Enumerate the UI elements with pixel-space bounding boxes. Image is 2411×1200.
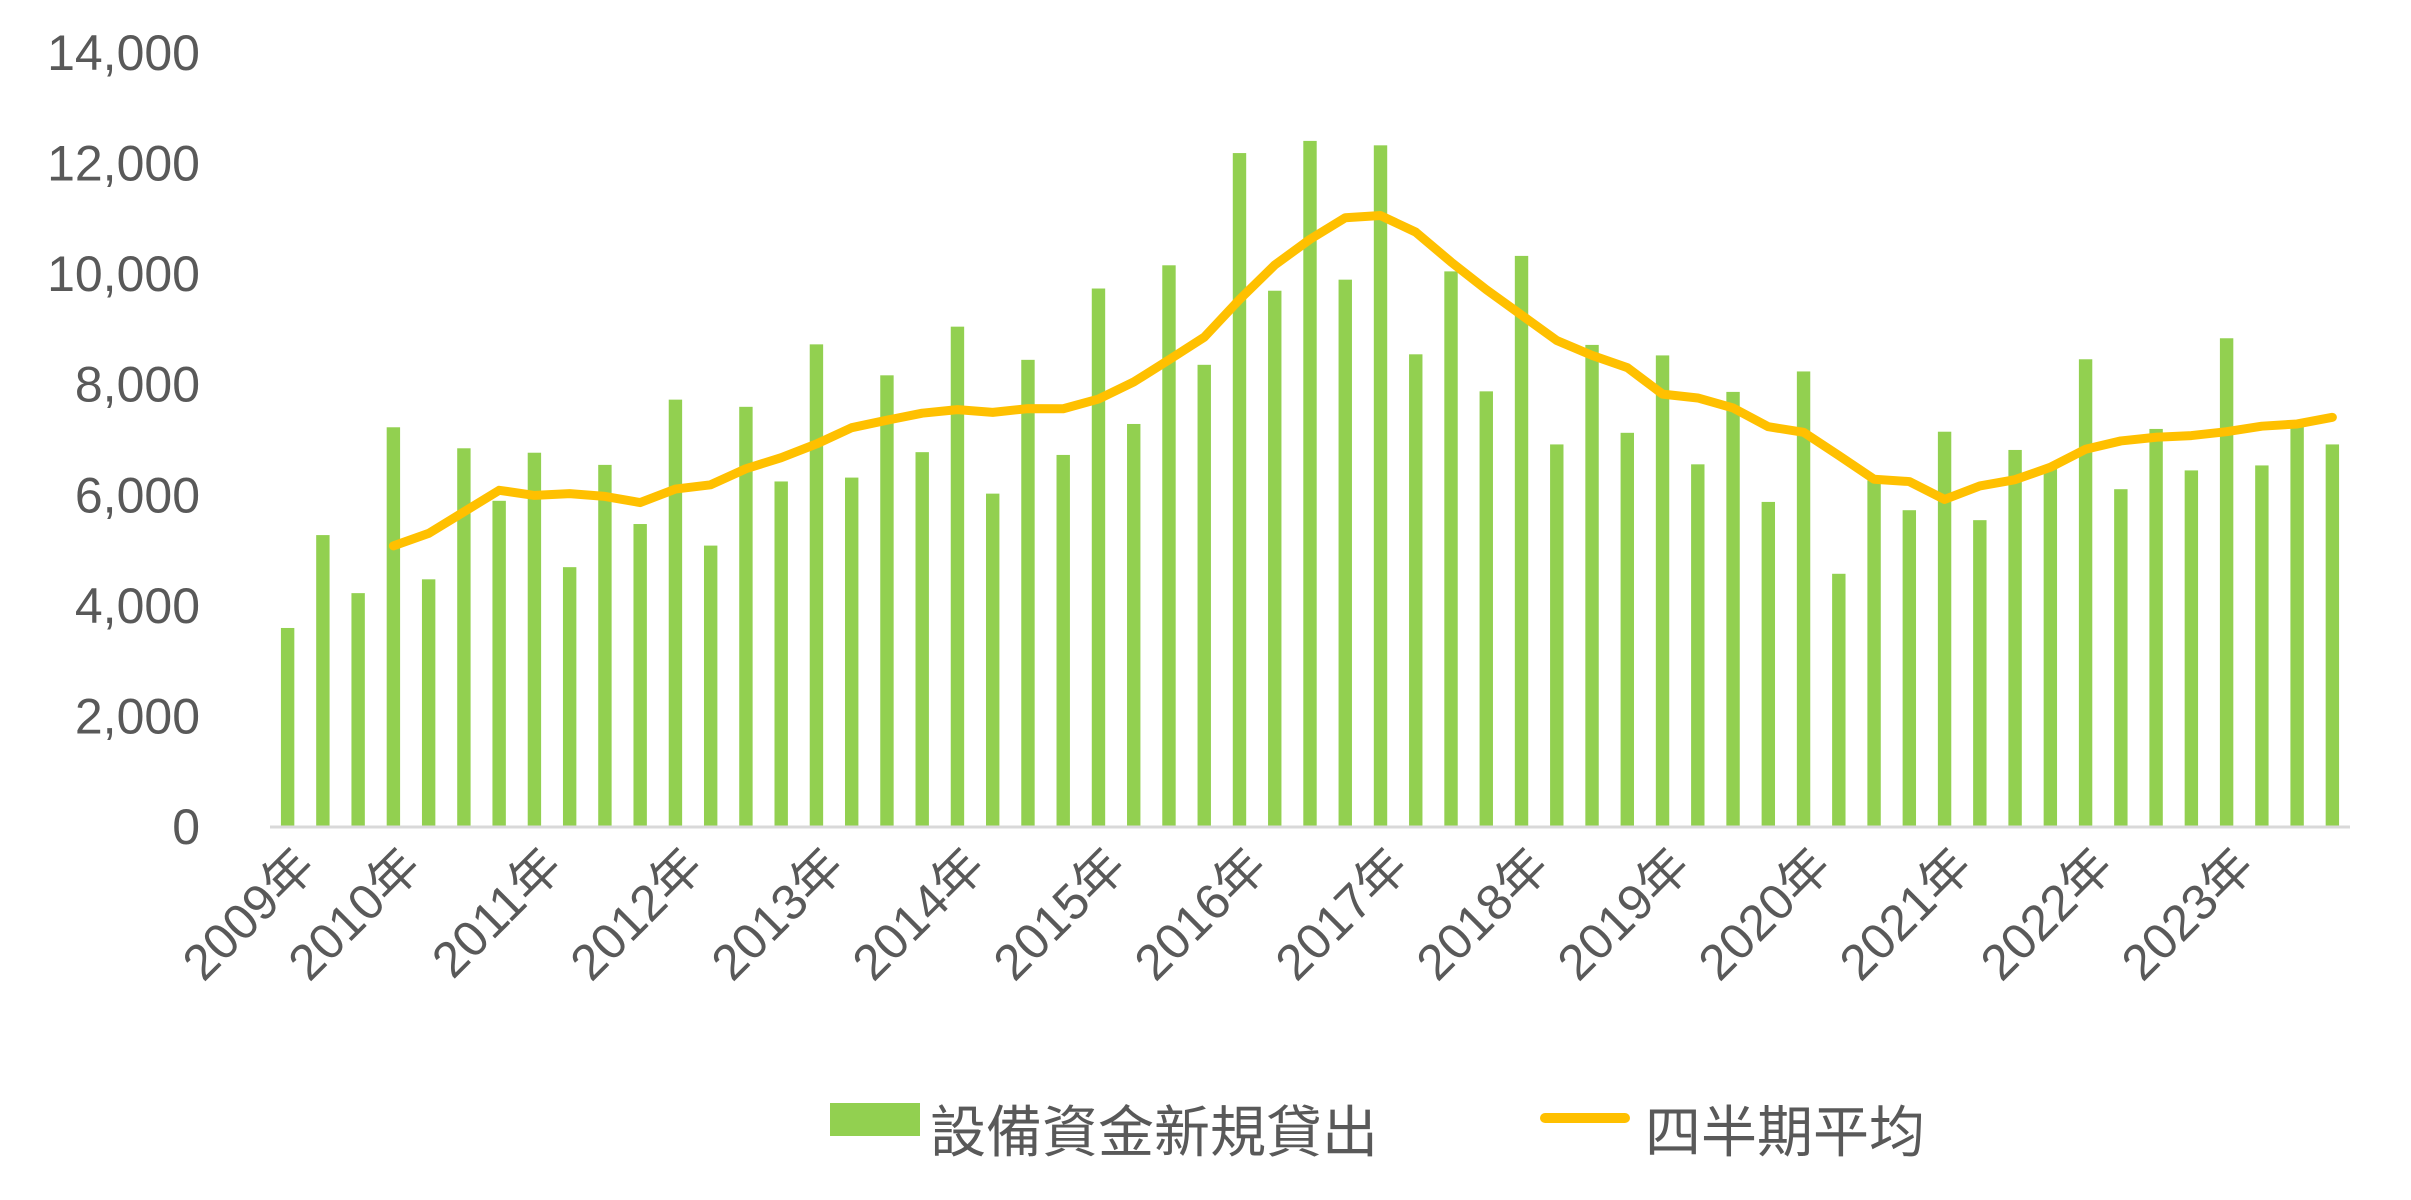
x-axis-ticks: 2009年2010年2011年2012年2013年2014年2015年2016年… — [172, 837, 2265, 991]
x-tick-label: 2021年 — [1829, 837, 1983, 991]
bar — [562, 567, 577, 827]
bar — [421, 579, 436, 827]
bar — [1655, 355, 1670, 827]
y-tick-label: 6,000 — [75, 467, 200, 523]
bar — [845, 477, 859, 827]
x-tick-label: 2020年 — [1688, 837, 1842, 991]
y-tick-label: 12,000 — [47, 136, 200, 192]
bar — [1127, 423, 1141, 827]
bar — [1726, 391, 1740, 827]
bar — [1585, 344, 1599, 827]
bar — [915, 452, 929, 827]
bar — [633, 524, 647, 827]
legend-label-line: 四半期平均 — [1645, 1101, 1925, 1164]
x-tick-label: 2023年 — [2111, 837, 2265, 991]
bar — [1373, 145, 1388, 827]
x-tick-label: 2016年 — [1124, 837, 1278, 991]
bar — [1902, 510, 1917, 827]
x-tick-label: 2018年 — [1406, 837, 1560, 991]
x-tick-label: 2011年 — [421, 837, 572, 988]
bar — [2184, 470, 2199, 827]
bar — [1761, 501, 1776, 827]
bar — [703, 545, 718, 827]
x-tick-label: 2014年 — [842, 837, 996, 991]
bar — [1867, 480, 1881, 827]
bar — [2219, 338, 2234, 827]
y-tick-label: 2,000 — [75, 688, 200, 744]
bar — [1832, 573, 1846, 827]
bar — [1021, 359, 1035, 827]
bar — [1796, 371, 1811, 827]
bar — [598, 464, 612, 827]
bar — [986, 493, 1000, 827]
x-tick-label: 2017年 — [1265, 837, 1419, 991]
bar — [2114, 489, 2128, 827]
bar — [527, 452, 542, 827]
bar — [1479, 391, 1493, 827]
x-tick-label: 2013年 — [701, 837, 855, 991]
bar — [2290, 421, 2304, 827]
bar — [1620, 432, 1634, 827]
legend-swatch-bar — [830, 1103, 920, 1136]
bar — [1162, 265, 1176, 827]
bar — [1056, 454, 1070, 827]
bar — [2149, 428, 2163, 827]
x-tick-label: 2022年 — [1970, 837, 2124, 991]
bar — [1444, 271, 1458, 827]
bar — [1550, 444, 1564, 827]
x-tick-label: 2015年 — [983, 837, 1137, 991]
bar-series-設備資金新規貸出 — [280, 140, 2340, 828]
bar — [2008, 449, 2022, 827]
bar — [668, 399, 683, 827]
bar — [316, 535, 330, 827]
y-tick-label: 0 — [172, 799, 200, 855]
bar — [774, 481, 788, 827]
bar — [1197, 364, 1211, 827]
bar — [2255, 465, 2269, 827]
bar — [2325, 444, 2340, 827]
x-tick-label: 2012年 — [560, 837, 714, 991]
bar — [1232, 153, 1247, 827]
bar — [492, 500, 506, 827]
bar — [950, 326, 965, 827]
y-tick-label: 8,000 — [75, 357, 200, 413]
bar — [1514, 255, 1529, 827]
bar — [1338, 279, 1352, 827]
bar — [880, 375, 894, 827]
bar — [386, 427, 401, 827]
bar — [2043, 467, 2058, 827]
bar — [280, 627, 295, 827]
y-axis-ticks: 0 2,000 4,000 6,000 8,000 10,000 12,000 14,000 — [47, 25, 200, 855]
y-tick-label: 10,000 — [47, 246, 200, 302]
bar — [1091, 288, 1106, 827]
bar — [1303, 140, 1317, 827]
legend: 設備資金新規貸出 四半期平均 — [830, 1101, 1925, 1164]
bar — [809, 344, 824, 827]
bar — [1268, 290, 1282, 828]
x-tick-label: 2019年 — [1547, 837, 1701, 991]
bar — [1409, 354, 1423, 827]
bar — [351, 593, 365, 827]
legend-label-bar: 設備資金新規貸出 — [930, 1101, 1378, 1164]
y-tick-label: 14,000 — [47, 25, 200, 81]
line-series-四半期平均 — [388, 211, 2337, 551]
bar — [1691, 464, 1705, 827]
bar — [739, 406, 753, 827]
y-tick-label: 4,000 — [75, 578, 200, 634]
bar — [457, 448, 471, 827]
bar — [1973, 520, 1987, 827]
bar — [1937, 431, 1952, 827]
bar — [2078, 359, 2093, 827]
